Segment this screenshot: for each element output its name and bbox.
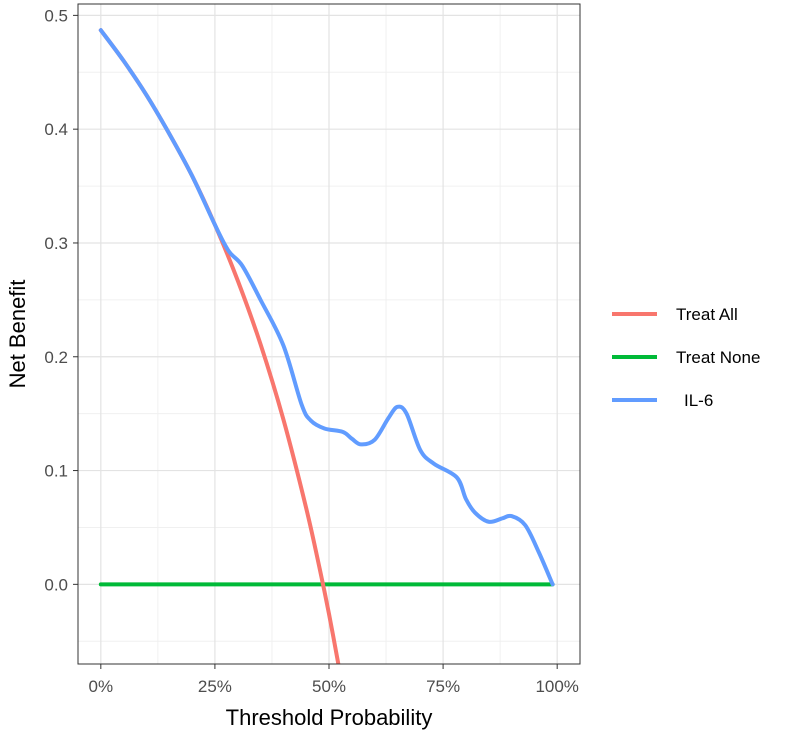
- legend: Treat All Treat None IL-6: [612, 305, 760, 410]
- y-tick-label: 0.5: [44, 6, 68, 25]
- y-axis-title: Net Benefit: [5, 280, 30, 389]
- series-lines: [98, 28, 555, 664]
- y-tick-label: 0.2: [44, 348, 68, 367]
- series-line-il-6: [98, 28, 555, 587]
- legend-label-treat-none: Treat None: [676, 348, 760, 367]
- x-tick-label: 0%: [89, 677, 114, 696]
- x-axis-ticks: 0% 25% 50% 75% 100%: [89, 664, 579, 696]
- y-tick-label: 0.0: [44, 575, 68, 594]
- legend-label-il-6: IL-6: [684, 391, 713, 410]
- y-tick-label: 0.3: [44, 234, 68, 253]
- y-tick-label: 0.4: [44, 120, 68, 139]
- x-tick-label: 25%: [198, 677, 232, 696]
- x-tick-label: 75%: [426, 677, 460, 696]
- y-axis-ticks: 0.0 0.1 0.2 0.3 0.4 0.5: [44, 6, 78, 594]
- x-axis-title: Threshold Probability: [226, 705, 433, 730]
- x-tick-label: 50%: [312, 677, 346, 696]
- legend-label-treat-all: Treat All: [676, 305, 738, 324]
- x-tick-label: 100%: [535, 677, 578, 696]
- y-tick-label: 0.1: [44, 462, 68, 481]
